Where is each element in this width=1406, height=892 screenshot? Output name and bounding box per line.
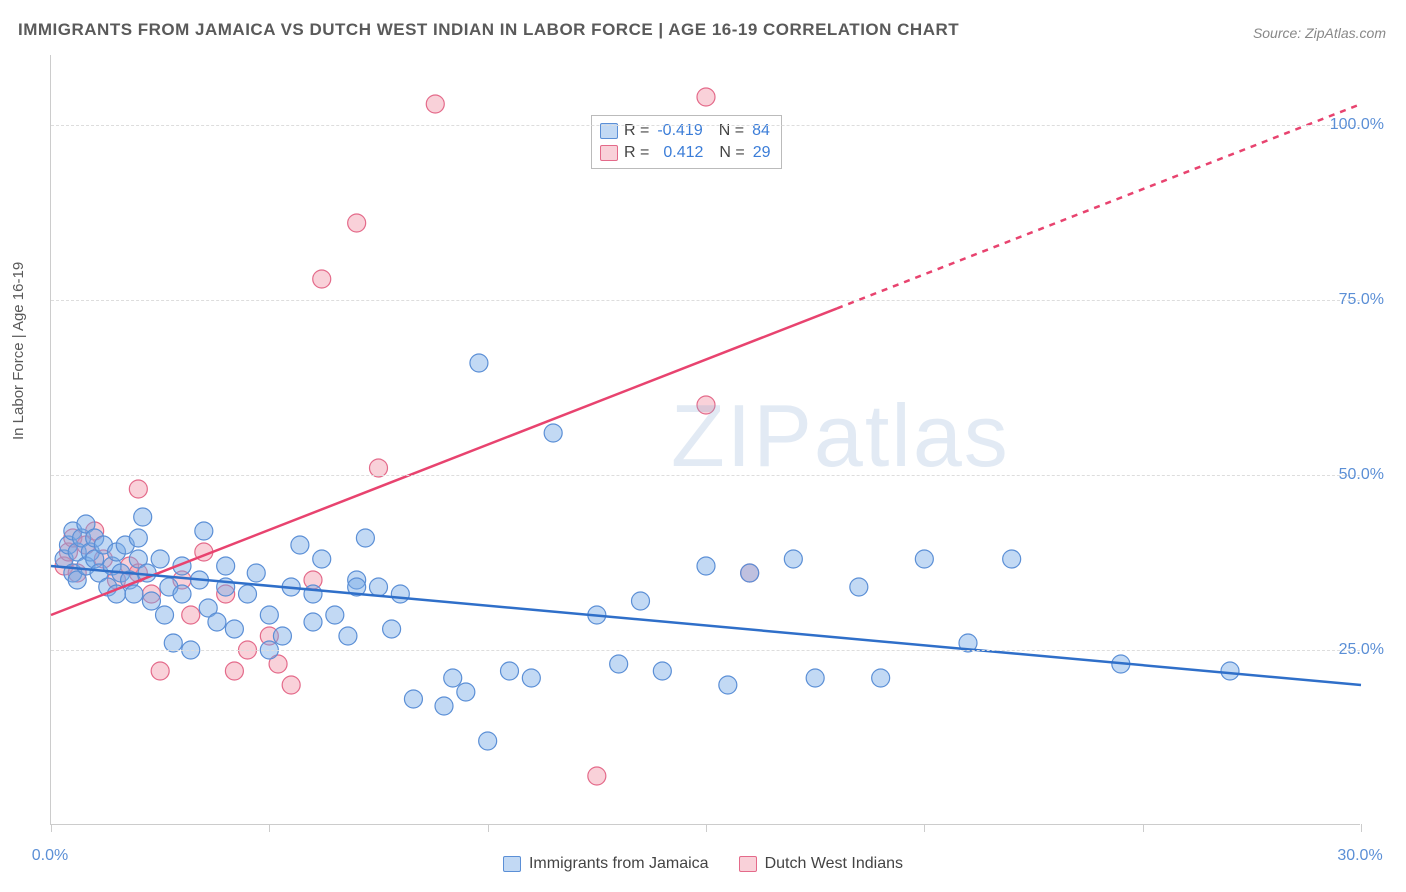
bottom-legend-item-dutch: Dutch West Indians bbox=[739, 855, 903, 873]
y-tick-label: 25.0% bbox=[1339, 641, 1384, 659]
bottom-legend-label-jamaica: Immigrants from Jamaica bbox=[529, 855, 709, 873]
plot-area: ZIPatlas R = -0.419 N = 84 R = 0.412 N =… bbox=[50, 55, 1360, 825]
legend-r-label: R = bbox=[624, 120, 649, 142]
legend-swatch-dutch bbox=[600, 145, 618, 161]
legend-swatch-dutch bbox=[739, 856, 757, 872]
legend-n-value-dutch: 29 bbox=[753, 142, 771, 164]
y-tick-label: 50.0% bbox=[1339, 466, 1384, 484]
legend-row-jamaica: R = -0.419 N = 84 bbox=[600, 120, 771, 142]
legend-r-label: R = bbox=[624, 142, 649, 164]
source-attribution: Source: ZipAtlas.com bbox=[1253, 25, 1386, 41]
legend-r-value-dutch: 0.412 bbox=[663, 142, 703, 164]
y-axis-label: In Labor Force | Age 16-19 bbox=[10, 262, 27, 440]
legend-n-label: N = bbox=[719, 120, 744, 142]
chart-container: IMMIGRANTS FROM JAMAICA VS DUTCH WEST IN… bbox=[0, 0, 1406, 892]
chart-title: IMMIGRANTS FROM JAMAICA VS DUTCH WEST IN… bbox=[18, 20, 959, 40]
legend-r-value-jamaica: -0.419 bbox=[657, 120, 702, 142]
bottom-legend: Immigrants from Jamaica Dutch West India… bbox=[0, 855, 1406, 873]
x-tick-label: 0.0% bbox=[32, 847, 68, 865]
scatter-svg bbox=[51, 55, 1360, 824]
legend-row-dutch: R = 0.412 N = 29 bbox=[600, 142, 771, 164]
legend-n-value-jamaica: 84 bbox=[752, 120, 770, 142]
legend-n-label: N = bbox=[719, 142, 744, 164]
bottom-legend-label-dutch: Dutch West Indians bbox=[765, 855, 903, 873]
bottom-legend-item-jamaica: Immigrants from Jamaica bbox=[503, 855, 709, 873]
y-tick-label: 75.0% bbox=[1339, 291, 1384, 309]
legend-swatch-jamaica bbox=[503, 856, 521, 872]
correlation-legend: R = -0.419 N = 84 R = 0.412 N = 29 bbox=[591, 115, 782, 169]
y-tick-label: 100.0% bbox=[1330, 116, 1384, 134]
x-tick-label: 30.0% bbox=[1337, 847, 1382, 865]
